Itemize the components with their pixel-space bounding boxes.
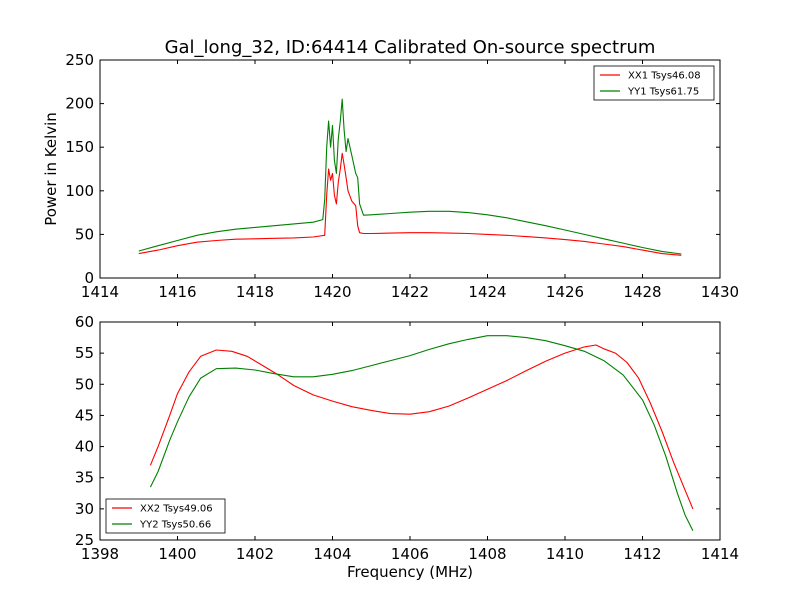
top-panel: 1414 1416 1418 1420 1422 1424 1426 1428 1430 0 50 1… xyxy=(42,37,739,301)
x-tick-label: 1398 xyxy=(81,545,119,563)
y-tick-label: 50 xyxy=(75,225,94,243)
legend-entry-2: YY2 Tsys50.66 xyxy=(139,520,211,531)
x-tick-label: 1400 xyxy=(158,545,196,563)
y-tick-label: 25 xyxy=(75,531,94,549)
series-line-2 xyxy=(138,98,682,255)
x-tick-label: 1402 xyxy=(236,545,274,563)
y-tick-label: 30 xyxy=(75,500,94,518)
y-tick-label: 40 xyxy=(75,438,94,456)
y-tick-label: 0 xyxy=(84,269,94,287)
x-axis-label: Frequency (MHz) xyxy=(347,563,473,581)
series-line-1 xyxy=(138,152,682,256)
legend-entry-1: XX1 Tsys46.08 xyxy=(628,71,701,82)
x-tick-label: 1418 xyxy=(236,283,274,301)
chart-title: Gal_long_32, ID:64414 Calibrated On-sour… xyxy=(165,37,656,58)
y-tick-label: 150 xyxy=(65,138,94,156)
x-tick-label: 1428 xyxy=(623,283,661,301)
y-tick-label: 250 xyxy=(65,51,94,69)
x-tick-label: 1414 xyxy=(701,545,739,563)
legend: XX2 Tsys49.06 YY2 Tsys50.66 xyxy=(105,498,226,534)
x-tick-label: 1404 xyxy=(313,545,351,563)
x-tick-label: 1430 xyxy=(701,283,739,301)
x-tick-label: 1410 xyxy=(546,545,584,563)
y-tick-label: 55 xyxy=(75,344,94,362)
y-tick-label: 35 xyxy=(75,469,94,487)
bottom-panel: 1398 1400 1402 1404 1406 1408 1410 1412 1414 25 30… xyxy=(75,313,739,581)
x-tick-label: 1408 xyxy=(468,545,506,563)
y-tick-label: 200 xyxy=(65,95,94,113)
series-line-2 xyxy=(149,335,694,531)
y-tick-label: 100 xyxy=(65,182,94,200)
x-tick-label: 1412 xyxy=(623,545,661,563)
series-line-1 xyxy=(149,344,694,510)
legend-entry-2: YY1 Tsys61.75 xyxy=(627,87,699,98)
x-tick-label: 1414 xyxy=(81,283,119,301)
y-tick-label: 60 xyxy=(75,313,94,331)
legend-box xyxy=(593,65,715,101)
x-tick-label: 1424 xyxy=(468,283,506,301)
y-tick-label: 50 xyxy=(75,375,94,393)
x-tick-label: 1420 xyxy=(313,283,351,301)
y-tick-label: 45 xyxy=(75,406,94,424)
x-tick-label: 1422 xyxy=(391,283,429,301)
x-tick-label: 1406 xyxy=(391,545,429,563)
x-tick-label: 1416 xyxy=(158,283,196,301)
legend: XX1 Tsys46.08 YY1 Tsys61.75 xyxy=(593,65,715,101)
x-tick-label: 1426 xyxy=(546,283,584,301)
legend-entry-1: XX2 Tsys49.06 xyxy=(140,504,213,515)
y-axis-label: Power in Kelvin xyxy=(42,112,60,226)
legend-box xyxy=(105,498,226,534)
